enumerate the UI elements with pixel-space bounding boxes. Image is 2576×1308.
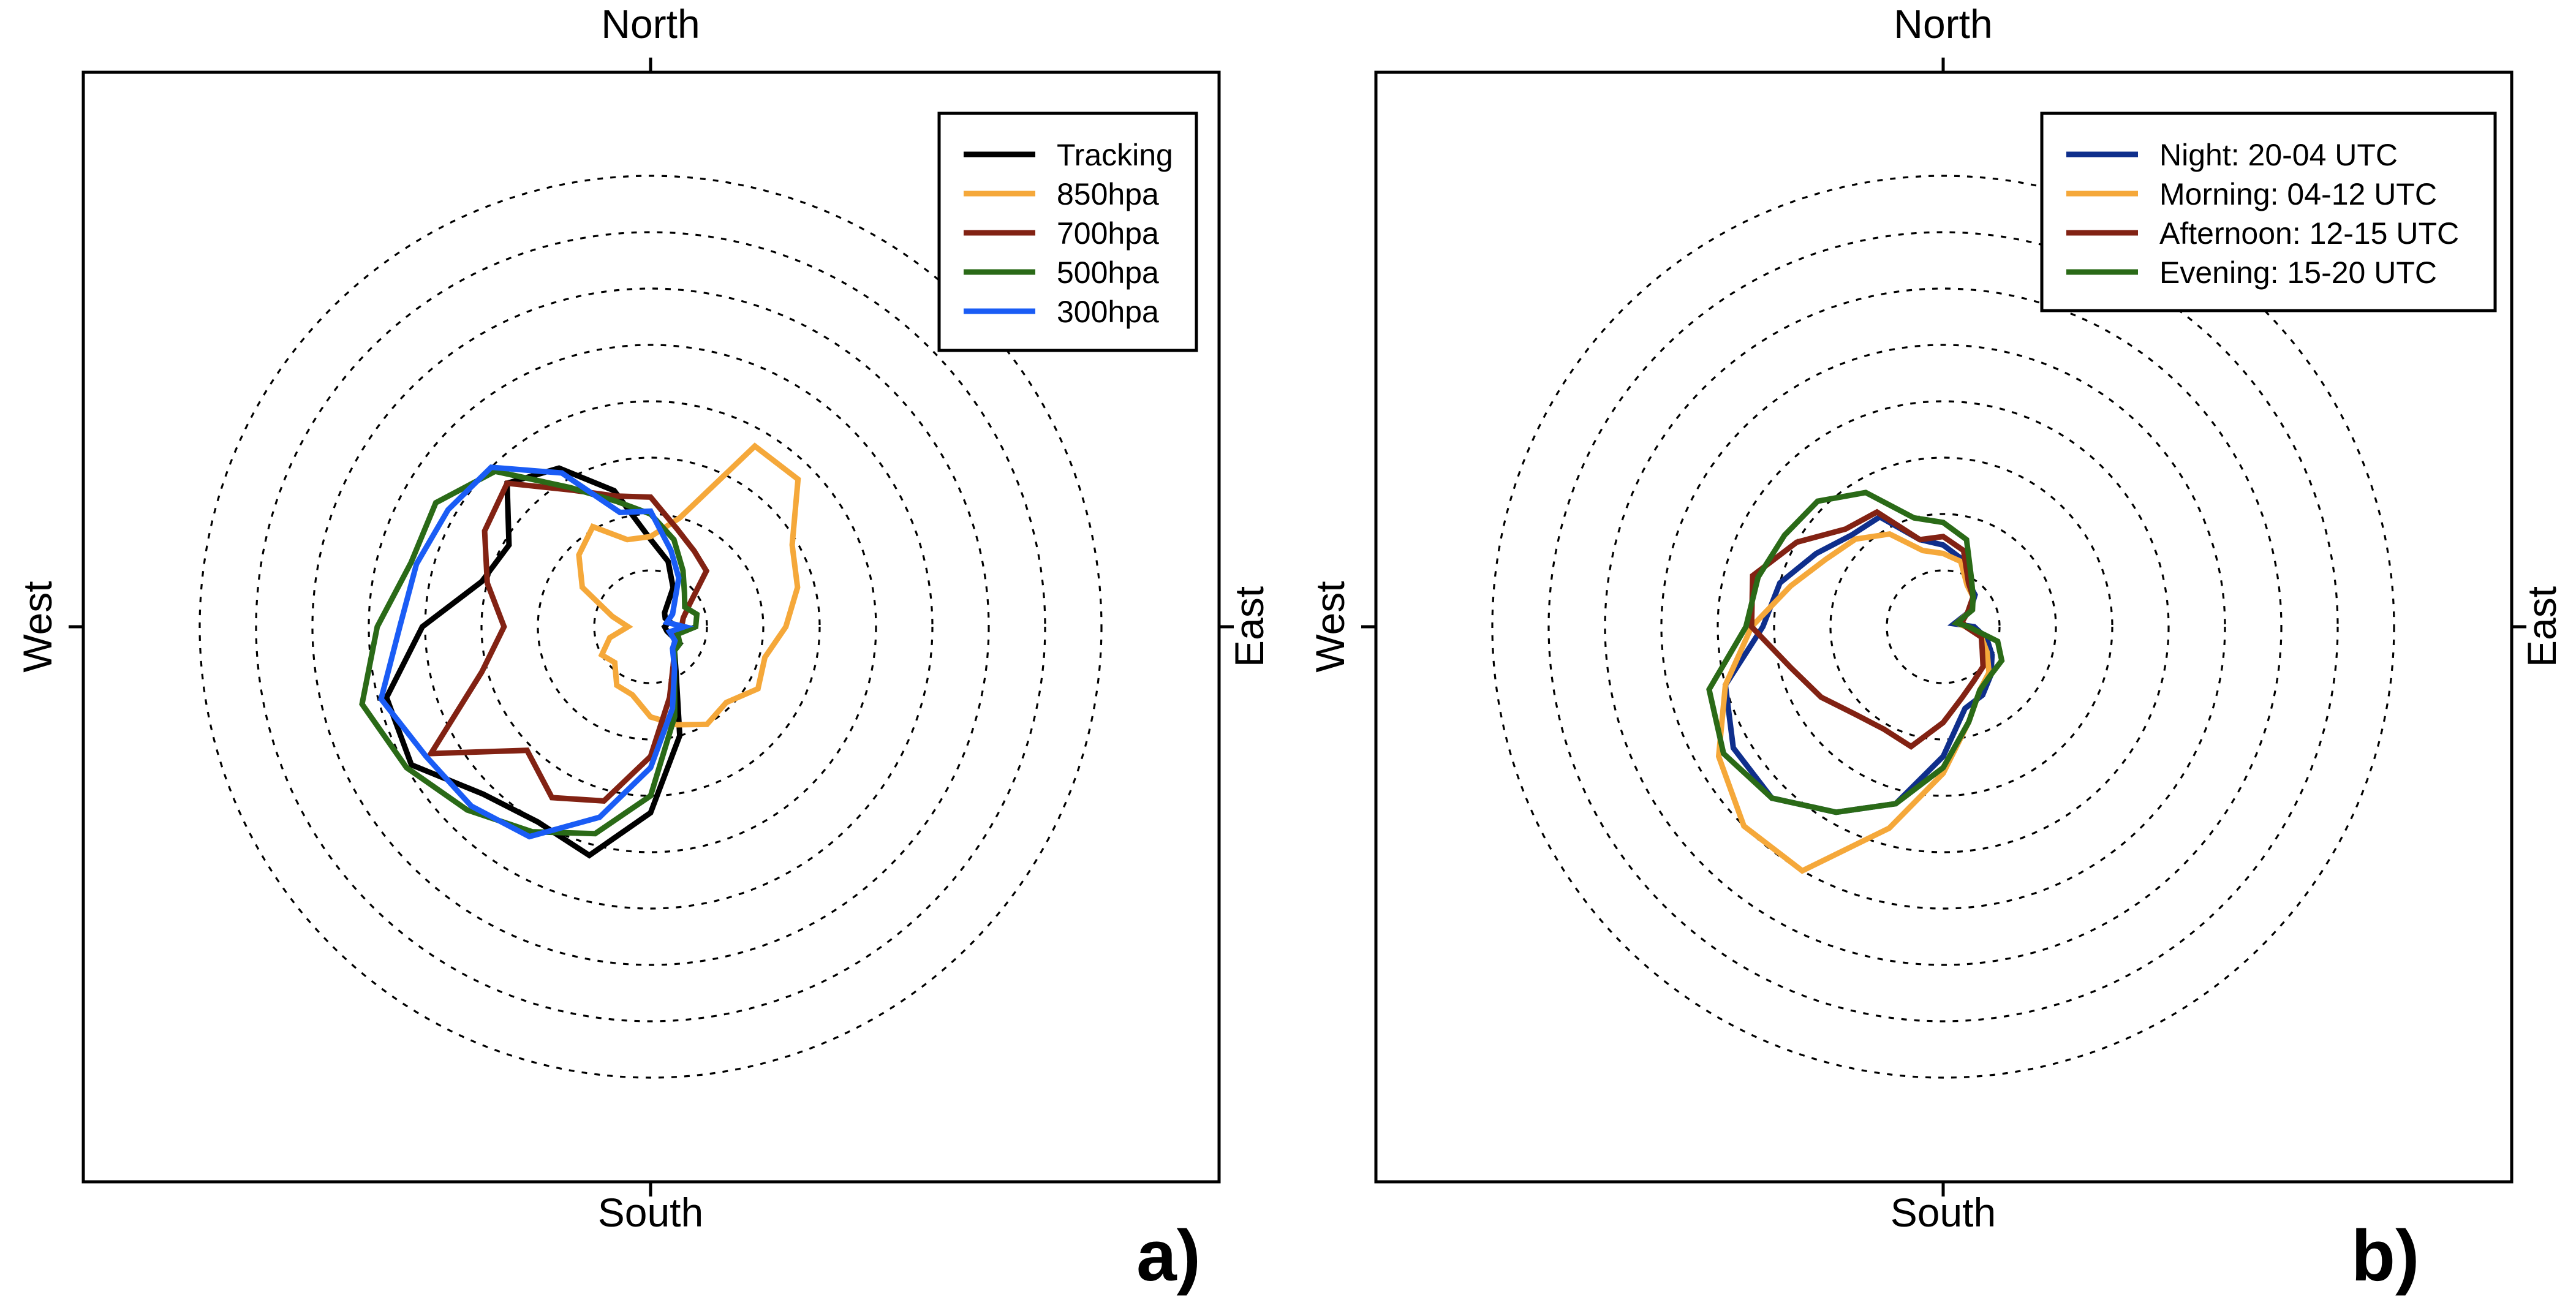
series-line-evening-15-20-utc (1706, 490, 2005, 815)
south-label: South (598, 1190, 703, 1235)
legend-label: Evening: 15-20 UTC (2159, 255, 2437, 290)
series-line-morning-04-12-utc (1715, 531, 1992, 874)
radial-grid (198, 175, 1103, 1079)
east-label: East (2519, 586, 2564, 667)
panel-label-b: b) (2351, 1215, 2419, 1296)
radial-grid-ring (311, 287, 990, 966)
legend-label: 700hpa (1057, 216, 1159, 251)
radial-grid-ring (1886, 569, 2001, 684)
legend: Tracking 850hpa 700hpa 500hpa 300hpa (937, 112, 1198, 352)
radial-grid-ring (1547, 231, 2339, 1023)
west-label: West (1307, 581, 1353, 672)
south-label: South (1890, 1190, 1996, 1235)
north-label: North (601, 1, 700, 47)
radial-grid-ring (1491, 175, 2395, 1079)
panel-b: North South West East Night: 20-04 UTC M… (1307, 1, 2564, 1296)
series-lines (359, 442, 801, 859)
panel-a: North South West East Tracking 850hpa 70… (15, 1, 1272, 1296)
west-label: West (15, 581, 60, 672)
radial-grid-ring (1829, 513, 2057, 741)
radial-grid-ring (1604, 287, 2283, 966)
north-label: North (1894, 1, 1992, 47)
legend-label: Night: 20-04 UTC (2159, 138, 2398, 172)
radial-grid-ring (593, 569, 708, 684)
panel-label-a: a) (1136, 1215, 1201, 1296)
series-line-300hpa (378, 464, 695, 840)
radial-grid-ring (255, 231, 1046, 1023)
radial-grid-ring (1660, 344, 2226, 910)
series-line-700hpa (426, 480, 710, 804)
legend-label: Tracking (1057, 138, 1173, 172)
radial-grid-ring (1717, 400, 2170, 853)
series-lines (1706, 490, 2005, 874)
series-line-500hpa (359, 468, 700, 837)
legend-label: 300hpa (1057, 295, 1159, 329)
legend-box (2040, 112, 2497, 312)
radial-grid-ring (480, 456, 821, 797)
legend: Night: 20-04 UTC Morning: 04-12 UTC Afte… (2040, 112, 2497, 312)
east-label: East (1226, 586, 1272, 667)
legend-label: Afternoon: 12-15 UTC (2159, 216, 2459, 251)
legend-label: 850hpa (1057, 177, 1159, 211)
radial-grid (1491, 175, 2395, 1079)
legend-label: 500hpa (1057, 255, 1159, 290)
series-line-850hpa (576, 442, 801, 728)
radial-grid-ring (368, 344, 934, 910)
radial-grid-ring (537, 513, 765, 741)
series-line-tracking (383, 465, 684, 859)
legend-label: Morning: 04-12 UTC (2159, 177, 2437, 211)
radial-grid-ring (1773, 456, 2113, 797)
radial-grid-ring (198, 175, 1103, 1079)
